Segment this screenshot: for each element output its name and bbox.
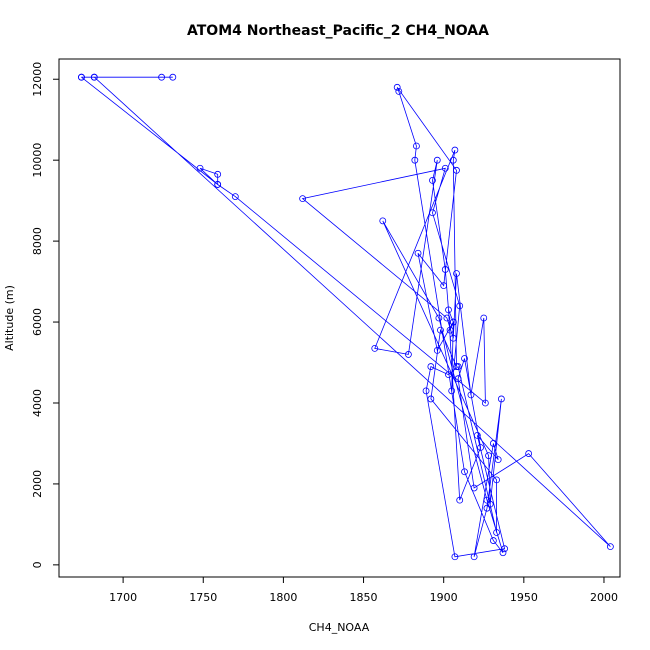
- data-point: [429, 209, 436, 217]
- data-point: [451, 553, 459, 561]
- data-point: [440, 282, 448, 290]
- data-point: [169, 73, 177, 81]
- data-point: [393, 83, 401, 91]
- data-point: [489, 440, 497, 447]
- y-axis: 0 2000 4000 6000 8000 10000 12000: [31, 62, 60, 568]
- data-point: [467, 391, 475, 399]
- x-tick-label: 1850: [350, 591, 378, 604]
- y-axis-label: Altitude (m): [3, 285, 16, 351]
- data-point: [422, 387, 430, 395]
- x-tick-label: 2000: [590, 591, 618, 604]
- data-point: [405, 351, 412, 358]
- data-point: [231, 193, 239, 200]
- data-point: [78, 73, 85, 81]
- data-point: [470, 553, 478, 561]
- data-point: [461, 468, 468, 476]
- data-point: [441, 164, 449, 172]
- x-tick-label: 1750: [189, 591, 217, 604]
- data-point: [427, 363, 435, 370]
- x-axis: 1700 1750 1800 1850 1900 1950 2000: [109, 576, 618, 604]
- data-point: [456, 302, 464, 310]
- x-axis-label: CH4_NOAA: [309, 621, 370, 634]
- data-point: [494, 456, 502, 464]
- data-point: [448, 387, 456, 395]
- data-point: [446, 326, 454, 334]
- x-tick-label: 1700: [109, 591, 137, 604]
- series-lines: [81, 76, 611, 558]
- data-point: [483, 504, 491, 512]
- y-tick-label: 6000: [31, 308, 44, 336]
- data-point: [525, 450, 533, 457]
- data-point: [437, 326, 444, 334]
- x-tick-label: 1800: [269, 591, 297, 604]
- data-point: [433, 156, 441, 164]
- data-point: [453, 363, 460, 370]
- data-point: [214, 170, 222, 178]
- data-point: [395, 87, 403, 95]
- x-tick-label: 1900: [430, 591, 458, 604]
- data-point: [473, 431, 481, 439]
- series-points: [78, 73, 614, 561]
- data-point: [449, 318, 457, 326]
- data-point: [470, 484, 478, 492]
- y-tick-label: 4000: [31, 389, 44, 417]
- data-point: [411, 156, 419, 164]
- y-tick-label: 8000: [31, 227, 44, 255]
- data-point: [497, 395, 505, 403]
- data-point: [453, 166, 460, 174]
- data-point: [299, 195, 307, 203]
- data-point: [441, 266, 449, 273]
- data-point: [413, 142, 420, 150]
- series-line: [81, 76, 611, 558]
- data-point: [485, 452, 492, 459]
- data-point: [414, 249, 422, 257]
- chart-title: ATOM4 Northeast_Pacific_2 CH4_NOAA: [187, 23, 489, 39]
- data-point: [451, 146, 459, 154]
- y-tick-label: 0: [31, 561, 44, 568]
- data-point: [371, 344, 379, 352]
- data-point: [443, 314, 451, 322]
- data-point: [454, 363, 462, 370]
- data-point: [90, 73, 98, 81]
- data-point: [427, 395, 435, 403]
- data-point: [606, 543, 614, 551]
- data-point: [433, 346, 441, 354]
- data-point: [456, 496, 464, 504]
- data-point: [481, 399, 489, 407]
- data-point: [429, 177, 436, 184]
- data-point: [493, 529, 500, 536]
- data-point: [454, 375, 462, 383]
- data-point: [489, 537, 497, 544]
- data-point: [214, 181, 222, 188]
- y-tick-label: 12000: [31, 62, 44, 97]
- data-point: [453, 270, 460, 277]
- plot-frame: [58, 58, 621, 578]
- data-point: [379, 217, 387, 225]
- data-point: [480, 314, 488, 322]
- data-point: [449, 334, 457, 342]
- data-point: [435, 314, 443, 322]
- data-point: [445, 306, 452, 314]
- x-tick-label: 1950: [510, 591, 538, 604]
- y-tick-label: 2000: [31, 470, 44, 498]
- data-point: [477, 444, 484, 451]
- data-point: [158, 73, 165, 81]
- data-point: [493, 476, 500, 484]
- y-tick-label: 10000: [31, 143, 44, 178]
- data-point: [445, 371, 452, 379]
- data-point: [196, 164, 204, 172]
- data-point: [501, 545, 508, 553]
- data-point: [449, 156, 457, 164]
- data-point: [499, 549, 507, 557]
- data-point: [461, 355, 468, 362]
